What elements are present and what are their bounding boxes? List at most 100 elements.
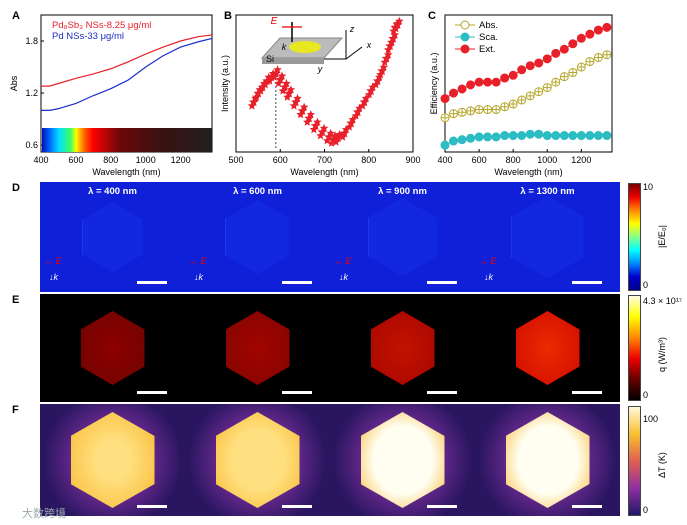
wavelength-title: λ = 600 nm: [233, 186, 282, 197]
k-label: k: [198, 272, 204, 282]
chart-c-data-point: [508, 131, 518, 141]
nanosheet-heat: [515, 311, 580, 385]
wavelength-title: λ = 400 nm: [88, 186, 137, 197]
chart-c-data-point: [576, 33, 586, 43]
chart-c-data-point: [602, 131, 612, 141]
chart-b-data-point: [371, 80, 381, 89]
chart-c-data-point: [491, 132, 501, 142]
chart-c-data-point: [585, 29, 595, 39]
nanosheet-heat: [80, 311, 145, 385]
chart-b-data-point: [313, 117, 322, 126]
rowE-tile: [185, 294, 330, 402]
chart-b-data-point: [379, 62, 389, 71]
chart-c-data-point: [593, 131, 603, 141]
chart-c-data-point: [542, 54, 552, 64]
k-label: k: [53, 272, 59, 282]
panel-label-b: B: [224, 10, 232, 22]
chart-c-point-cross: [585, 57, 594, 66]
chart-b-data-point: [368, 82, 377, 91]
chart-b-data-point: [248, 97, 259, 107]
rowE-tile: [40, 294, 185, 402]
colorbar-e-min: 0: [643, 390, 649, 400]
chart-c-data-point: [534, 58, 544, 68]
chart-c-point-cross: [458, 108, 467, 117]
scale-bar: [137, 281, 167, 284]
chart-b-data-point: [265, 76, 274, 85]
chart-b-inset-si-label: Si: [266, 54, 274, 64]
chart-c-legend-marker: [460, 20, 470, 30]
chart-a-x-tick-label: 400: [33, 155, 48, 165]
chart-c-point-cross: [560, 72, 569, 81]
scale-bar: [572, 281, 602, 284]
chart-c-data-point: [576, 131, 586, 141]
chart-c-x-tick-label: 400: [437, 155, 452, 165]
panel-label-e: E: [12, 294, 20, 306]
chart-b-data-point: [348, 115, 358, 124]
chart-c-data-point: [559, 131, 569, 141]
scale-bar: [427, 281, 457, 284]
chart-c-data-point: [440, 94, 450, 104]
chart-c-point-cross: [483, 105, 492, 114]
chart-c-data-point: [525, 129, 535, 139]
chart-a-series-line: [41, 37, 213, 111]
chart-c-legend-marker: [460, 44, 470, 54]
chart-b-data-point: [358, 101, 367, 110]
k-label: k: [488, 272, 494, 282]
nanosheet-temperature: [70, 412, 155, 508]
chart-b-data-point: [299, 102, 309, 111]
chart-c-data-point: [466, 133, 476, 143]
chart-b-x-axis-label: Wavelength (nm): [290, 167, 358, 177]
chart-c-x-tick-label: 600: [472, 155, 487, 165]
colorbar-d-label: |E/E₀|: [657, 225, 667, 248]
chart-b-data-point: [293, 93, 302, 103]
chart-c-point-cross: [526, 91, 535, 100]
chart-c-data-point: [491, 77, 501, 87]
panel-label-a: A: [12, 10, 20, 22]
panel-label-c: C: [428, 10, 436, 22]
colorbar-e: [628, 295, 641, 401]
watermark: 大数跨境: [22, 508, 66, 520]
chart-c-point-cross: [449, 109, 458, 118]
chart-c-point-cross: [594, 53, 603, 62]
chart-c-legend-entry: Abs.: [479, 20, 498, 31]
chart-b-data-point: [372, 76, 383, 86]
chart-c-legend-marker: [460, 32, 470, 42]
colorbar-e-max: 4.3 × 10¹⁷: [643, 296, 683, 306]
rowE-tile: [330, 294, 475, 402]
chart-c-point-cross: [475, 105, 484, 114]
chart-c-data-point: [483, 77, 493, 87]
chart-c-point-cross: [577, 63, 586, 72]
chart-b-data-point: [284, 88, 294, 98]
chart-c-data-point: [500, 73, 510, 83]
wavelength-title: λ = 900 nm: [378, 186, 427, 197]
chart-b-data-point: [376, 70, 385, 79]
nanosheet-field: [82, 202, 143, 272]
chart-b-data-point: [351, 111, 361, 120]
scale-bar: [137, 505, 167, 508]
chart-c-data-point: [474, 77, 484, 87]
chart-c-legend-entry: Sca.: [479, 32, 498, 43]
nanosheet-temperature: [505, 412, 590, 508]
e-label: E: [200, 256, 207, 266]
scale-bar: [427, 391, 457, 394]
chart-a-legend-entry: Pd₈Sb₃ NSs-8.25 μg/ml: [52, 20, 151, 31]
rowF-tile: [40, 404, 185, 516]
chart-b-data-point: [252, 92, 261, 101]
chart-c-data-point: [457, 135, 467, 145]
chart-b-data-point: [326, 128, 335, 137]
chart-b-data-point: [391, 24, 400, 33]
chart-c-x-tick-label: 1000: [537, 155, 557, 165]
scale-bar: [282, 391, 312, 394]
chart-c-data-point: [593, 25, 603, 35]
chart-b-x-tick-label: 500: [228, 155, 243, 165]
chart-b-inset-z-label: z: [349, 24, 355, 34]
chart-c-point-cross: [500, 102, 509, 111]
chart-b-inset-y-label: y: [317, 64, 323, 74]
chart-c-data-point: [457, 84, 467, 94]
chart-c-data-point: [602, 22, 612, 32]
chart-a-x-tick-label: 1200: [171, 155, 191, 165]
chart-b-data-point: [387, 37, 396, 46]
rowD-tile: λ = 600 nm ↔ E ↓k: [185, 182, 330, 292]
chart-b-data-point: [256, 86, 266, 95]
